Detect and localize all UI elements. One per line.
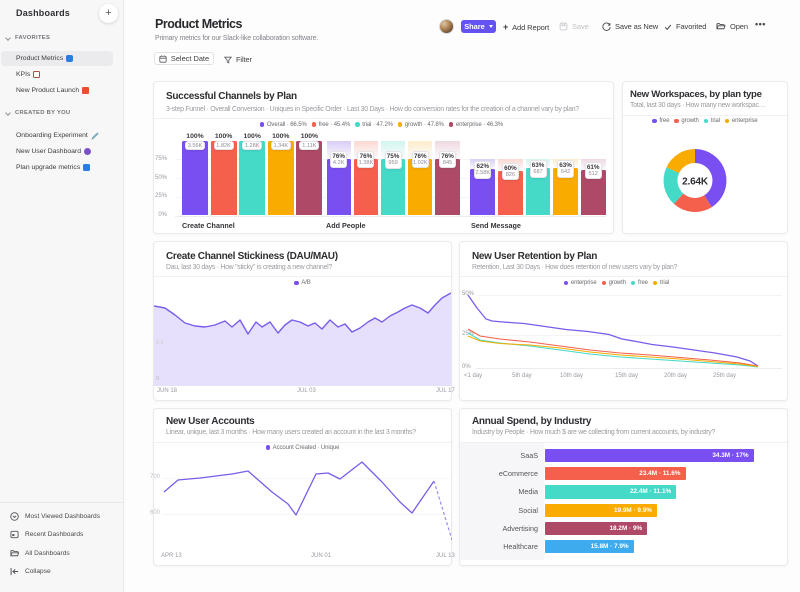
svg-text:2.64K: 2.64K <box>682 177 709 188</box>
